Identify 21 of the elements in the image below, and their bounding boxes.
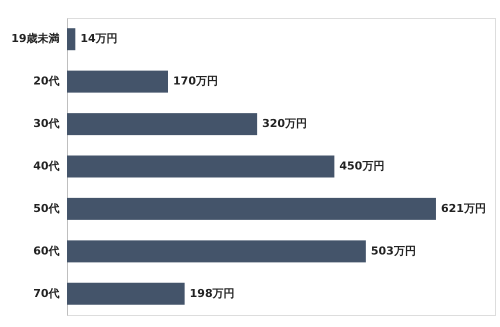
bar — [67, 282, 185, 305]
y-tick-label: 70代 — [33, 286, 60, 300]
data-label: 170万円 — [173, 74, 218, 88]
data-label: 198万円 — [190, 286, 235, 300]
y-tick-label: 19歳未満 — [11, 32, 60, 46]
y-tick-label: 30代 — [33, 117, 60, 130]
y-tick-label: 40代 — [33, 160, 60, 172]
data-label: 621万円 — [440, 202, 486, 215]
bar — [67, 198, 436, 220]
bar — [67, 113, 258, 136]
bar — [67, 240, 366, 262]
data-label: 503万円 — [370, 244, 416, 258]
bar — [67, 156, 334, 178]
y-tick-label: 60代 — [33, 244, 60, 258]
data-label: 450万円 — [339, 160, 384, 172]
y-tick-label: 20代 — [33, 74, 60, 88]
y-tick-label: 50代 — [33, 202, 60, 215]
data-label: 14万円 — [80, 32, 118, 46]
bar — [67, 28, 76, 50]
bar — [67, 70, 168, 93]
data-label: 320万円 — [262, 117, 308, 130]
